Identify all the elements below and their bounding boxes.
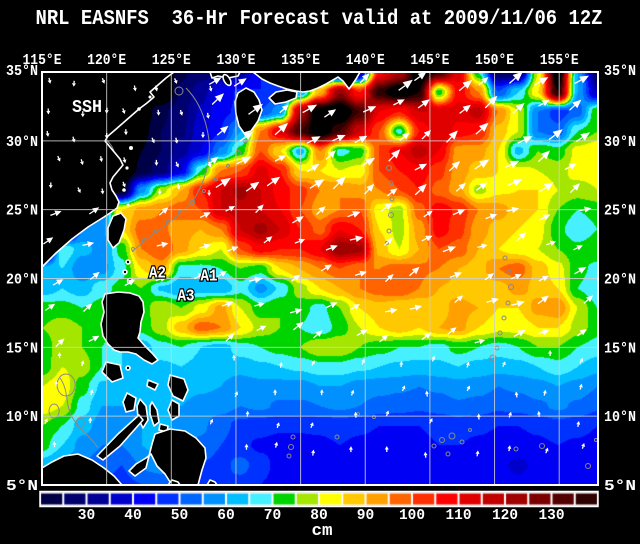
svg-text:50: 50 <box>171 507 189 524</box>
svg-text:115°E: 115°E <box>23 52 62 69</box>
svg-text:60: 60 <box>217 507 235 524</box>
svg-text:100: 100 <box>399 507 425 524</box>
svg-text:5°N: 5°N <box>6 478 38 495</box>
svg-text:125°E: 125°E <box>152 52 191 69</box>
svg-text:150°E: 150°E <box>475 52 514 69</box>
svg-text:120: 120 <box>492 507 518 524</box>
svg-text:110: 110 <box>446 507 472 524</box>
svg-text:A3: A3 <box>178 288 195 307</box>
svg-text:5°N: 5°N <box>604 478 636 495</box>
svg-text:10°N: 10°N <box>604 409 636 426</box>
svg-text:80: 80 <box>310 507 328 524</box>
svg-text:140°E: 140°E <box>346 52 385 69</box>
svg-text:25°N: 25°N <box>604 203 636 220</box>
svg-text:A2: A2 <box>149 265 166 284</box>
svg-text:155°E: 155°E <box>540 52 579 69</box>
svg-text:130°E: 130°E <box>216 52 255 69</box>
svg-text:135°E: 135°E <box>281 52 320 69</box>
svg-text:15°N: 15°N <box>604 340 636 357</box>
svg-text:130: 130 <box>539 507 565 524</box>
svg-text:40: 40 <box>124 507 142 524</box>
svg-text:cm: cm <box>312 522 333 541</box>
svg-text:35°N: 35°N <box>6 63 38 80</box>
svg-text:10°N: 10°N <box>6 409 38 426</box>
svg-text:30°N: 30°N <box>6 134 38 151</box>
svg-text:30: 30 <box>78 507 96 524</box>
svg-text:NRL EASNFS 36-Hr Forecast val: NRL EASNFS 36-Hr Forecast valid at 2009/… <box>36 8 603 31</box>
svg-text:A1: A1 <box>201 268 218 287</box>
svg-text:120°E: 120°E <box>87 52 126 69</box>
svg-text:90: 90 <box>357 507 375 524</box>
svg-text:25°N: 25°N <box>6 203 38 220</box>
svg-text:20°N: 20°N <box>604 271 636 288</box>
svg-text:SSH: SSH <box>72 98 102 118</box>
svg-text:70: 70 <box>264 507 282 524</box>
svg-text:35°N: 35°N <box>604 63 636 80</box>
svg-text:145°E: 145°E <box>410 52 449 69</box>
svg-text:30°N: 30°N <box>604 134 636 151</box>
svg-text:20°N: 20°N <box>6 271 38 288</box>
svg-text:15°N: 15°N <box>6 340 38 357</box>
